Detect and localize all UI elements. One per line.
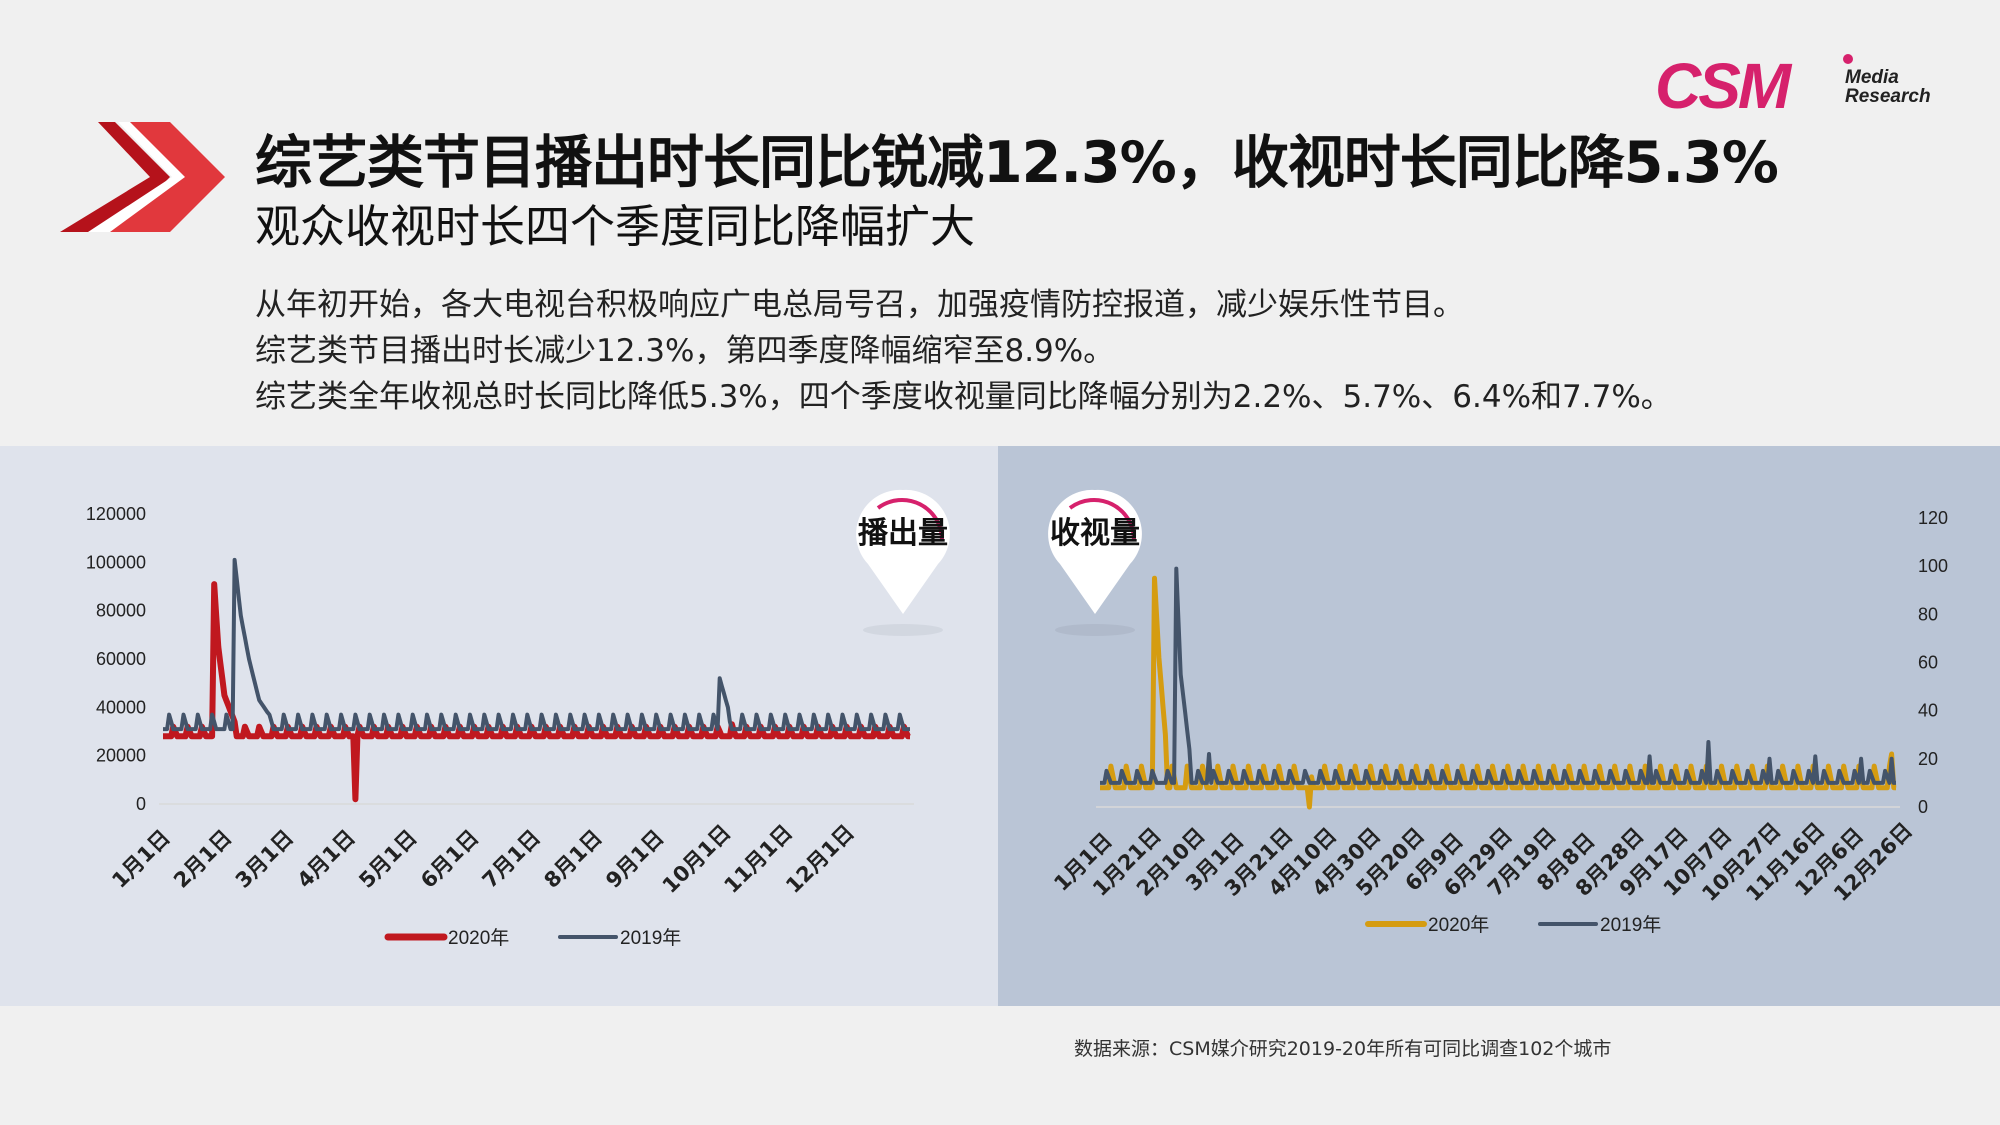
page-subtitle: 观众收视时长四个季度同比降幅扩大 — [255, 200, 976, 253]
summary-line-1: 从年初开始，各大电视台积极响应广电总局号召，加强疫情防控报道，减少娱乐性节目。 — [255, 287, 1464, 323]
summary-line-3: 综艺类全年收视总时长同比降低5.3%，四个季度收视量同比降幅分别为2.2%、5.… — [255, 379, 1672, 415]
broadcast-badge-label: 播出量 — [858, 516, 948, 551]
broadcast-badge: 播出量 — [848, 482, 958, 642]
logo-dot — [1843, 54, 1853, 64]
series-line — [1100, 566, 1896, 785]
y-tick-label: 20000 — [96, 746, 146, 766]
x-tick-label: 5月1日 — [354, 825, 421, 892]
y-tick-label: 60 — [1918, 653, 1938, 673]
legend-label: 2019年 — [1600, 914, 1661, 936]
series-line — [163, 557, 910, 732]
csm-logo: CSM Media Research — [1655, 50, 1935, 122]
x-tick-label: 12月1日 — [781, 820, 859, 898]
y-tick-label: 60000 — [96, 649, 146, 669]
viewing-chart: 0204060801001201月1日1月21日2月10日3月1日3月21日4月… — [1049, 508, 1948, 936]
y-tick-label: 120000 — [86, 504, 146, 524]
legend-label: 2020年 — [1428, 914, 1489, 936]
y-tick-label: 20 — [1918, 749, 1938, 769]
summary-text: 从年初开始，各大电视台积极响应广电总局号召，加强疫情防控报道，减少娱乐性节目。 … — [255, 282, 1672, 420]
series-line — [1099, 575, 1897, 810]
series-line — [162, 581, 911, 803]
chevron-decoration-icon — [60, 122, 225, 232]
x-tick-label: 3月1日 — [231, 825, 298, 892]
viewing-chart-panel: 0 20 40 60 80 100 120 1月1日 1月21日 2月10日 3月1日 3月21日 4月… — [998, 446, 2000, 1006]
y-tick-label: 40 — [1918, 701, 1938, 721]
logo-sub-research: Research — [1845, 86, 1931, 107]
y-tick-label: 0 — [1918, 797, 1928, 817]
page-title: 综艺类节目播出时长同比锐减12.3%，收视时长同比降5.3% — [255, 130, 1779, 196]
summary-line-2: 综艺类节目播出时长减少12.3%，第四季度降幅缩窄至8.9%。 — [255, 333, 1115, 369]
x-tick-label: 1月1日 — [107, 825, 174, 892]
broadcast-chart: 0 20000 40000 60000 80000 100000 120000 1月1日2月1… — [86, 504, 914, 949]
y-tick-label: 40000 — [96, 697, 146, 717]
broadcast-chart-panel: 0 20000 40000 60000 80000 100000 120000 1月1日 2月1… — [0, 446, 998, 1006]
x-tick-label: 2月1日 — [169, 825, 236, 892]
data-source-note: 数据来源：CSM媒介研究2019-20年所有可同比调查102个城市 — [1074, 1038, 1612, 1060]
legend-label: 2019年 — [620, 927, 681, 949]
x-tick-label: 8月1日 — [539, 825, 606, 892]
legend-label: 2020年 — [448, 927, 509, 949]
y-tick-label: 80 — [1918, 604, 1938, 624]
y-tick-label: 0 — [136, 794, 146, 814]
y-tick-label: 100 — [1918, 556, 1948, 576]
chevron-front — [110, 122, 225, 232]
logo-subtext: Media Research — [1845, 68, 1931, 106]
logo-brand: CSM — [1655, 50, 1791, 122]
x-tick-label: 4月1日 — [293, 825, 360, 892]
viewing-badge: 收视量 — [1040, 482, 1150, 642]
chevron-mid — [88, 122, 190, 232]
y-tick-label: 80000 — [96, 601, 146, 621]
y-tick-label: 120 — [1918, 508, 1948, 528]
y-tick-label: 100000 — [86, 552, 146, 572]
logo-sub-media: Media — [1845, 67, 1899, 88]
map-pin-icon — [1048, 489, 1142, 636]
viewing-badge-label: 收视量 — [1050, 516, 1140, 551]
x-tick-label: 6月1日 — [416, 825, 483, 892]
map-pin-icon — [856, 489, 950, 636]
x-tick-label: 7月1日 — [478, 825, 545, 892]
